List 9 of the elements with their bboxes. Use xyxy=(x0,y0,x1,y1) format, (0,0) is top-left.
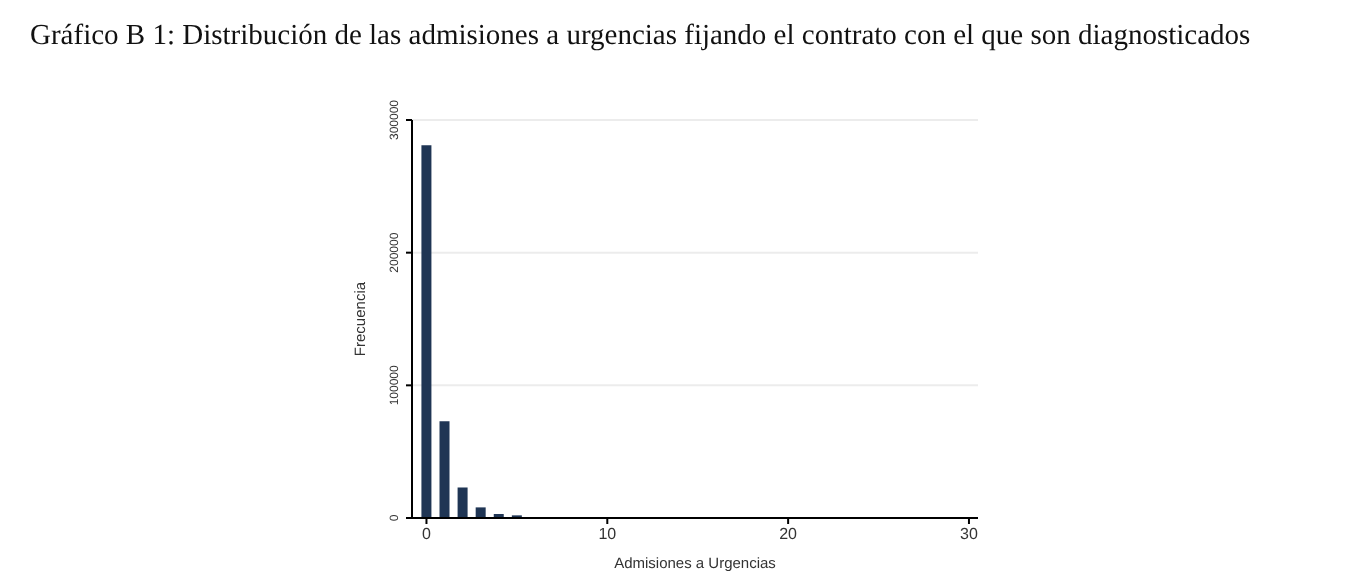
bar xyxy=(457,487,468,518)
bar xyxy=(421,145,432,518)
x-tick-label: 20 xyxy=(779,525,799,544)
bar xyxy=(475,507,486,518)
bar xyxy=(439,421,450,518)
x-tick-label: 0 xyxy=(422,525,433,544)
chart-title: Gráfico B 1: Distribución de las admisiones a urgencias fijando el contrato con el que son diagnosticados xyxy=(30,20,1253,54)
x-tick-label: 30 xyxy=(960,525,979,544)
x-tick-label: 10 xyxy=(598,525,618,544)
